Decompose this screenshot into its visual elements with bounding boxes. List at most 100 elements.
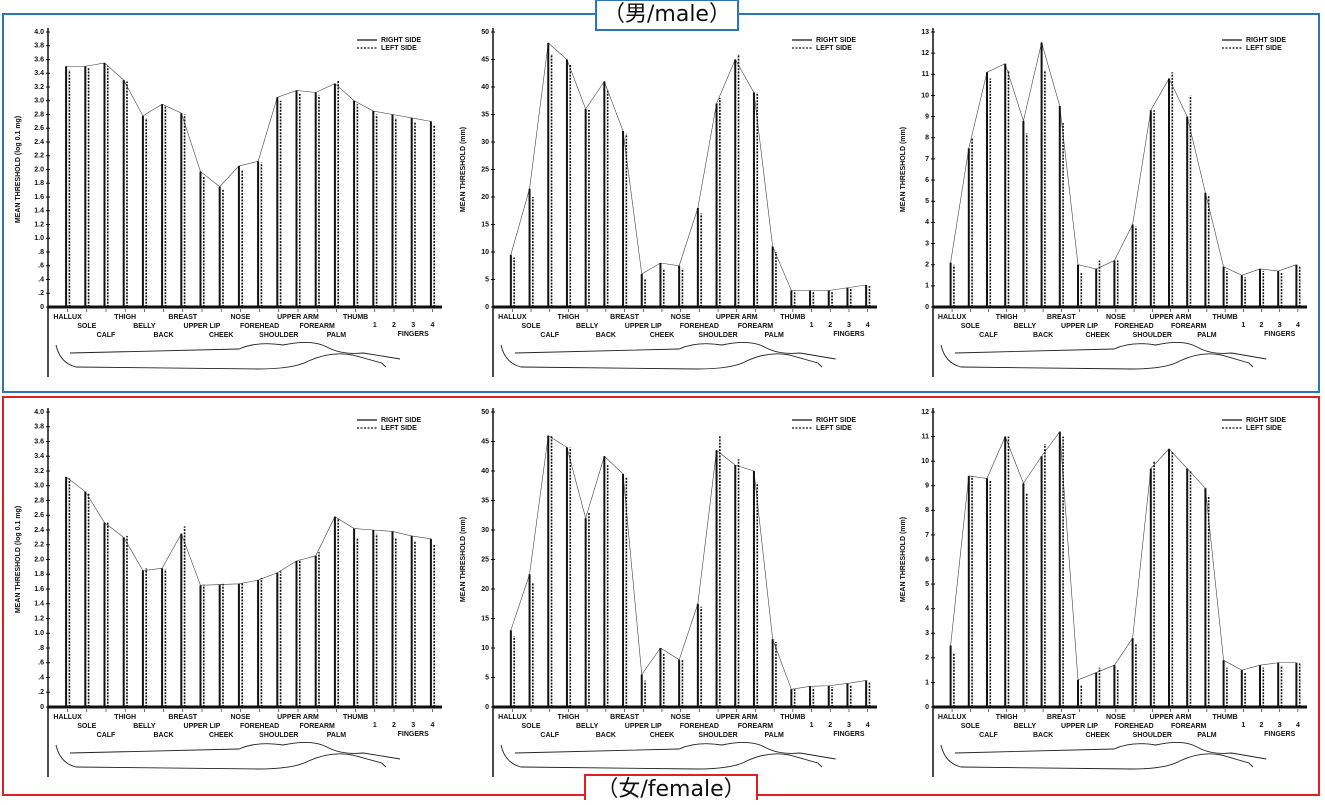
bar [429, 121, 432, 307]
y-tick-label: .8 [38, 645, 44, 652]
bar [827, 685, 830, 707]
y-tick-label: 15 [481, 221, 489, 228]
bar [696, 208, 699, 307]
x-tick-label: PALM [327, 332, 346, 339]
y-tick-label: 3.0 [34, 98, 44, 105]
bar [372, 530, 375, 707]
bar [509, 254, 512, 307]
x-tick-label: UPPER LIP [1061, 323, 1098, 330]
bar [141, 570, 144, 707]
y-tick-label: 15 [481, 615, 489, 622]
bar [1168, 448, 1170, 707]
bar [1077, 679, 1079, 707]
x-tick-label: THIGH [996, 714, 1018, 721]
x-tick-label: BACK [1033, 732, 1053, 739]
y-tick-label: 3 [925, 240, 929, 247]
x-tick-label: CALF [979, 732, 998, 739]
x-tick-label: FOREARM [738, 723, 774, 730]
bar [295, 560, 298, 707]
x-tick-label: SOLE [522, 723, 541, 730]
x-tick-label: THUMB [780, 314, 805, 321]
bar [180, 533, 183, 707]
bar [696, 603, 699, 707]
bar [180, 113, 183, 307]
bar [1277, 662, 1280, 707]
x-tick-label: 4 [430, 722, 434, 729]
y-axis-label: MEAN THRESHOLD (log 0.1 mg) [15, 506, 22, 613]
y-tick-label: 11 [922, 71, 930, 78]
x-tick-label: 1 [810, 322, 814, 329]
x-tick-label: CHEEK [209, 732, 234, 739]
y-tick-label: 1.4 [34, 208, 44, 215]
x-tick-label: FOREARM [300, 323, 336, 330]
y-tick-label: 3.0 [34, 483, 44, 490]
x-tick-label: FOREARM [1171, 323, 1207, 330]
bar [809, 290, 812, 307]
bar [1295, 662, 1298, 707]
bar [257, 161, 260, 307]
x-tick-label: UPPER LIP [1061, 723, 1098, 730]
x-tick-label: FOREARM [738, 323, 774, 330]
x-tick-label: NOSE [671, 714, 691, 721]
bar [603, 81, 606, 307]
bar [314, 92, 317, 307]
y-tick-label: 2.2 [34, 542, 44, 549]
bar [565, 447, 568, 707]
bar [1222, 266, 1225, 307]
bar [391, 114, 394, 307]
x-tick-label: UPPER LIP [625, 323, 662, 330]
bar [1204, 192, 1207, 307]
x-tick-label: CHEEK [650, 732, 675, 739]
y-tick-label: .2 [38, 290, 44, 297]
x-tick-label: 3 [1278, 722, 1282, 729]
bar [827, 290, 830, 307]
y-tick-label: 3.6 [34, 438, 44, 445]
y-tick-label: .6 [38, 660, 44, 667]
x-tick-label: NOSE [1106, 314, 1126, 321]
x-tick-label: 2 [392, 322, 396, 329]
bar [547, 43, 550, 307]
body-outline [940, 742, 1267, 770]
y-tick-label: 0 [485, 704, 489, 711]
y-tick-label: 25 [481, 556, 489, 563]
bar [1168, 78, 1170, 308]
x-tick-label: CHEEK [650, 332, 675, 339]
x-tick-label: PALM [1197, 732, 1216, 739]
x-tick-label: 3 [1278, 322, 1282, 329]
bar [103, 62, 106, 307]
bar [1022, 120, 1025, 307]
x-tick-label: BACK [153, 332, 173, 339]
y-tick-label: 12 [921, 409, 929, 416]
y-tick-label: .2 [38, 689, 44, 696]
y-tick-label: 6 [925, 177, 929, 184]
bar [1058, 431, 1061, 707]
x-tick-label: BREAST [1047, 714, 1077, 721]
bar [949, 645, 952, 707]
y-tick-label: 1.8 [34, 180, 44, 187]
y-tick-label: 7 [925, 532, 929, 539]
legend-label: LEFT SIDE [1246, 425, 1282, 432]
bar [103, 522, 106, 707]
bar [846, 683, 849, 707]
x-tick-label: SHOULDER [259, 732, 298, 739]
y-tick-label: 5 [925, 581, 929, 588]
y-tick-label: 0 [40, 304, 44, 311]
y-tick-label: 30 [481, 139, 489, 146]
y-tick-label: 3 [925, 630, 929, 637]
y-tick-label: 3.2 [34, 84, 44, 91]
x-tick-label: BELLY [576, 723, 599, 730]
x-tick-label: SHOULDER [259, 332, 298, 339]
x-tick-label: SOLE [522, 323, 541, 330]
y-tick-label: 1.6 [34, 586, 44, 593]
x-tick-label: PALM [1197, 332, 1216, 339]
x-tick-label: CHEEK [209, 332, 234, 339]
x-tick-label: CHEEK [1085, 332, 1110, 339]
x-tick-label: HALLUX [53, 714, 82, 721]
y-tick-label: 7 [925, 156, 929, 163]
bar [846, 287, 849, 307]
y-tick-label: 0 [925, 704, 929, 711]
y-tick-label: 2.6 [34, 125, 44, 132]
bar [1259, 268, 1261, 307]
y-tick-label: 2.6 [34, 512, 44, 519]
bar [528, 574, 531, 707]
